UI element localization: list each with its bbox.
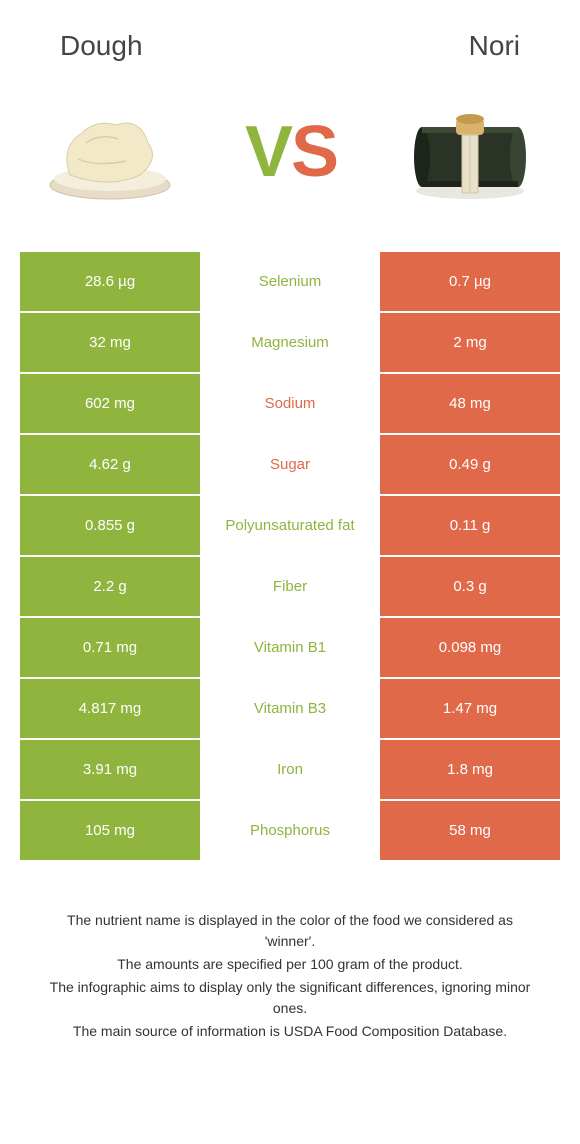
- table-row: 0.71 mgVitamin B10.098 mg: [20, 618, 560, 677]
- right-value-cell: 0.098 mg: [380, 618, 560, 677]
- left-value-cell: 4.817 mg: [20, 679, 200, 738]
- nutrient-label-cell: Fiber: [200, 557, 380, 616]
- left-food-title: Dough: [60, 30, 143, 62]
- dough-icon: [40, 97, 180, 207]
- images-row: V S: [0, 72, 580, 252]
- vs-s: S: [291, 111, 335, 193]
- footer-line-2: The amounts are specified per 100 gram o…: [40, 954, 540, 975]
- vs-v: V: [245, 111, 289, 193]
- footer-text: The nutrient name is displayed in the co…: [40, 910, 540, 1042]
- left-value-cell: 4.62 g: [20, 435, 200, 494]
- left-value-cell: 28.6 µg: [20, 252, 200, 311]
- footer-line-4: The main source of information is USDA F…: [40, 1021, 540, 1042]
- left-value-cell: 3.91 mg: [20, 740, 200, 799]
- comparison-table: 28.6 µgSelenium0.7 µg32 mgMagnesium2 mg6…: [20, 252, 560, 860]
- table-row: 0.855 gPolyunsaturated fat0.11 g: [20, 496, 560, 555]
- left-value-cell: 0.71 mg: [20, 618, 200, 677]
- table-row: 4.62 gSugar0.49 g: [20, 435, 560, 494]
- left-value-cell: 0.855 g: [20, 496, 200, 555]
- left-value-cell: 602 mg: [20, 374, 200, 433]
- left-value-cell: 2.2 g: [20, 557, 200, 616]
- footer-line-1: The nutrient name is displayed in the co…: [40, 910, 540, 952]
- table-row: 28.6 µgSelenium0.7 µg: [20, 252, 560, 311]
- right-value-cell: 1.8 mg: [380, 740, 560, 799]
- right-value-cell: 2 mg: [380, 313, 560, 372]
- nutrient-label-cell: Magnesium: [200, 313, 380, 372]
- nori-image: [400, 92, 540, 212]
- table-row: 105 mgPhosphorus58 mg: [20, 801, 560, 860]
- nutrient-label-cell: Vitamin B3: [200, 679, 380, 738]
- table-row: 2.2 gFiber0.3 g: [20, 557, 560, 616]
- left-value-cell: 32 mg: [20, 313, 200, 372]
- table-row: 3.91 mgIron1.8 mg: [20, 740, 560, 799]
- vs-label: V S: [245, 111, 335, 193]
- right-value-cell: 0.3 g: [380, 557, 560, 616]
- right-value-cell: 48 mg: [380, 374, 560, 433]
- nutrient-label-cell: Iron: [200, 740, 380, 799]
- table-row: 4.817 mgVitamin B31.47 mg: [20, 679, 560, 738]
- nori-icon: [400, 97, 540, 207]
- nutrient-label-cell: Vitamin B1: [200, 618, 380, 677]
- left-value-cell: 105 mg: [20, 801, 200, 860]
- nutrient-label-cell: Polyunsaturated fat: [200, 496, 380, 555]
- header-row: Dough Nori: [0, 0, 580, 72]
- nutrient-label-cell: Phosphorus: [200, 801, 380, 860]
- nutrient-label-cell: Sugar: [200, 435, 380, 494]
- footer-line-3: The infographic aims to display only the…: [40, 977, 540, 1019]
- nutrient-label-cell: Selenium: [200, 252, 380, 311]
- right-food-title: Nori: [469, 30, 520, 62]
- table-row: 32 mgMagnesium2 mg: [20, 313, 560, 372]
- right-value-cell: 0.11 g: [380, 496, 560, 555]
- dough-image: [40, 92, 180, 212]
- infographic-container: Dough Nori V S: [0, 0, 580, 1042]
- right-value-cell: 58 mg: [380, 801, 560, 860]
- right-value-cell: 0.7 µg: [380, 252, 560, 311]
- table-row: 602 mgSodium48 mg: [20, 374, 560, 433]
- nutrient-label-cell: Sodium: [200, 374, 380, 433]
- right-value-cell: 0.49 g: [380, 435, 560, 494]
- right-value-cell: 1.47 mg: [380, 679, 560, 738]
